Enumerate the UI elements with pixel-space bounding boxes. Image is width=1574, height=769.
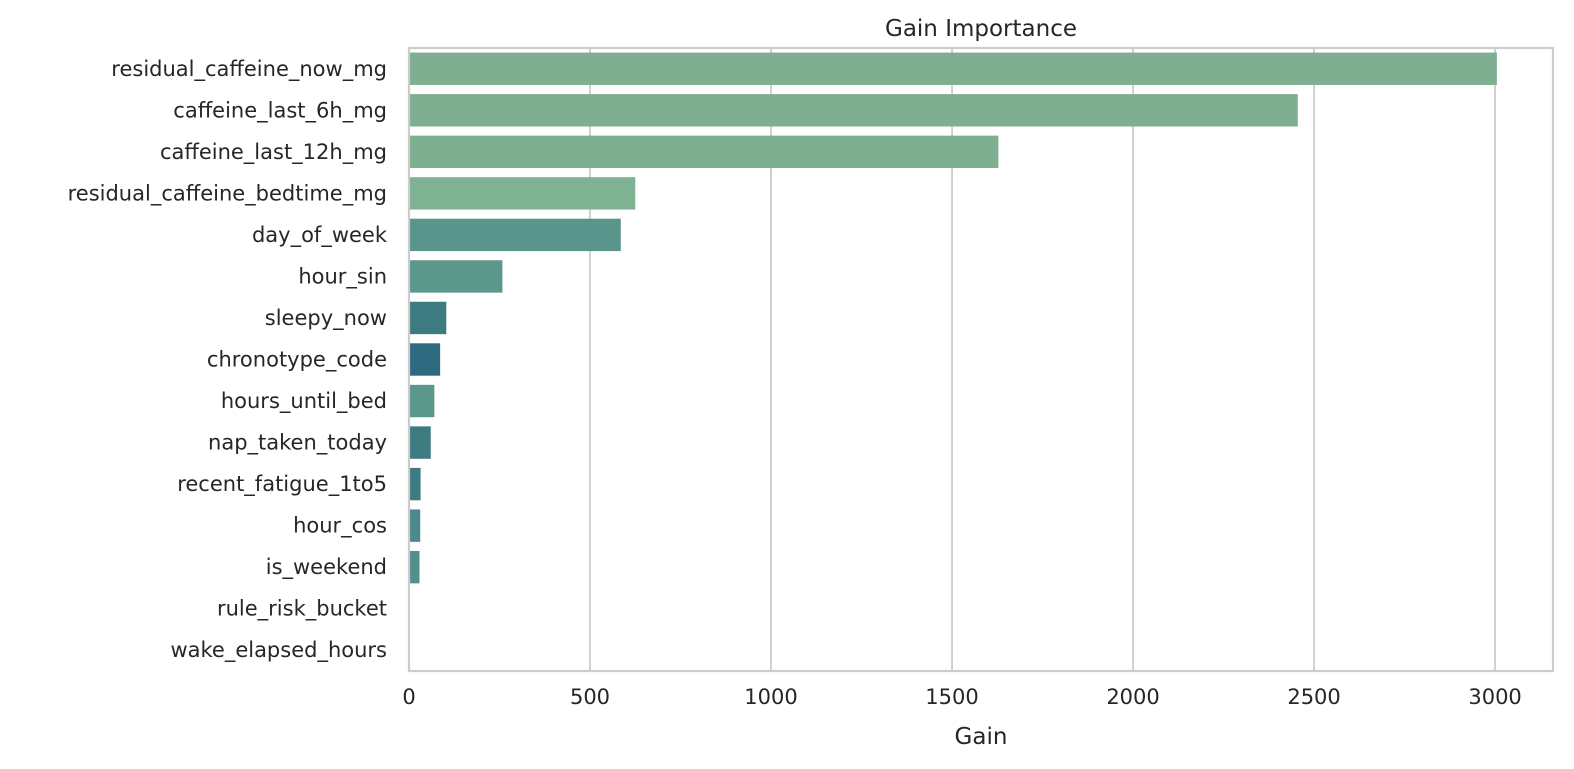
y-tick-labels: residual_caffeine_now_mg caffeine_last_6h… [68, 57, 388, 663]
x-tick-label: 500 [570, 685, 610, 709]
x-tick-label: 1000 [744, 685, 797, 709]
y-tick-label: day_of_week [252, 223, 388, 248]
x-axis-label: Gain [955, 724, 1008, 750]
y-tick-label: hour_cos [293, 514, 387, 539]
bars [409, 52, 1497, 584]
x-tick-label: 2500 [1287, 685, 1340, 709]
y-tick-label: recent_fatigue_1to5 [177, 472, 387, 497]
x-tick-label: 2000 [1106, 685, 1159, 709]
y-tick-label: residual_caffeine_now_mg [111, 57, 387, 82]
bar [409, 426, 431, 459]
bar [409, 301, 447, 335]
y-tick-label: caffeine_last_6h_mg [173, 98, 387, 123]
bar [409, 343, 441, 376]
y-tick-label: residual_caffeine_bedtime_mg [68, 181, 387, 206]
bar [409, 260, 503, 293]
bar [409, 550, 420, 584]
bar [409, 509, 421, 542]
y-tick-label: caffeine_last_12h_mg [160, 140, 387, 165]
bar [409, 135, 999, 169]
x-tick-label: 0 [402, 685, 415, 709]
y-tick-label: hour_sin [298, 264, 387, 289]
bar [409, 218, 621, 252]
chart-title: Gain Importance [885, 16, 1077, 42]
plot-frame [407, 46, 1555, 673]
bar [409, 467, 421, 501]
x-tick-labels: 0 500 1000 1500 2000 2500 3000 [402, 685, 1521, 709]
y-tick-label: chronotype_code [207, 348, 387, 373]
y-tick-label: hours_until_bed [221, 389, 387, 414]
bar [409, 177, 636, 210]
x-tick-label: 1500 [925, 685, 978, 709]
x-tick-label: 3000 [1468, 685, 1521, 709]
bar [409, 94, 1298, 127]
y-tick-label: nap_taken_today [208, 431, 387, 456]
bar [409, 52, 1497, 85]
y-tick-label: sleepy_now [265, 306, 387, 331]
bar [409, 384, 435, 418]
y-tick-label: rule_risk_bucket [217, 597, 387, 622]
y-tick-label: is_weekend [266, 555, 387, 580]
y-tick-label: wake_elapsed_hours [170, 638, 387, 663]
